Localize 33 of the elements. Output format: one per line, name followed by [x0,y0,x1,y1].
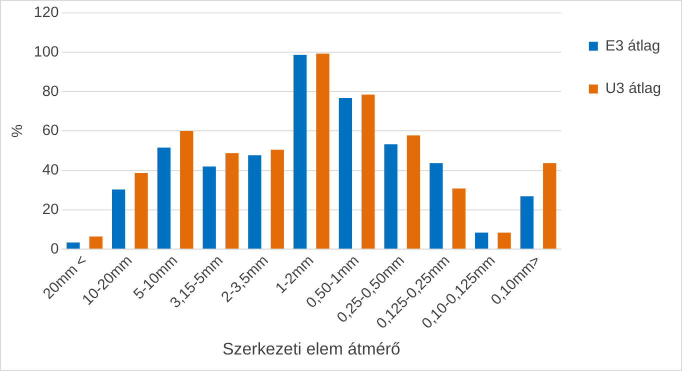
bar [248,155,262,249]
x-axis-title: Szerkezeti elem átmérő [222,340,400,359]
bar [202,166,216,249]
bar [270,150,284,249]
y-tick-label: 100 [34,43,59,60]
bar [474,232,488,249]
bar [112,189,126,249]
bar [406,135,420,249]
bar [520,196,534,249]
bar [180,131,194,249]
y-tick-label: 20 [42,200,59,218]
y-tick-label: 40 [42,162,59,179]
y-tick-label: 60 [42,122,59,140]
bar [134,172,148,249]
bar [362,94,375,249]
bar [338,98,352,249]
bar [316,54,330,249]
bar [452,188,466,249]
y-axis-title: % [9,124,26,138]
bar [157,148,171,249]
bar [384,144,398,249]
bar [89,236,102,249]
legend-label: U3 átlag [605,80,662,98]
bar [430,163,443,249]
bar [498,232,511,249]
legend-label: E3 átlag [605,37,660,54]
bar [225,153,239,249]
bar [293,54,307,249]
y-tick-label: 120 [34,4,59,22]
y-tick-label: 0 [50,240,59,258]
y-tick-label: 80 [42,82,59,100]
bar [66,242,80,249]
bar [543,163,556,249]
